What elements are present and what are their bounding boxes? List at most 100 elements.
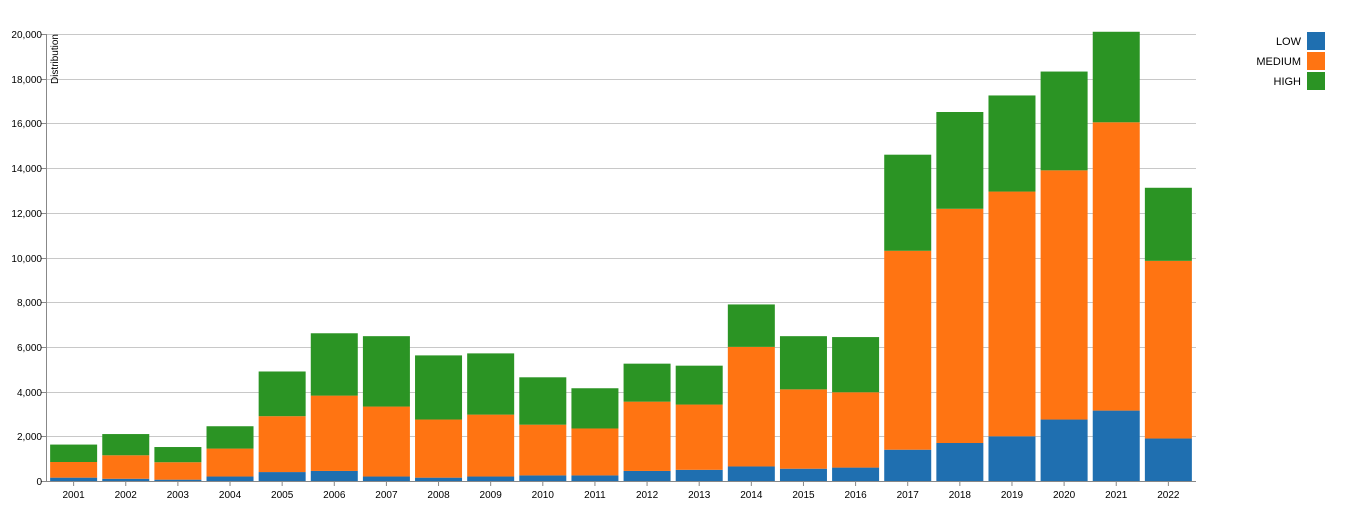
bar-medium-2020 — [1040, 170, 1088, 420]
bar-high-2004 — [206, 426, 254, 449]
x-tick-label: 2012 — [636, 490, 659, 501]
y-tick-label: 2,000 — [17, 432, 42, 443]
y-tick-label: 18,000 — [11, 75, 42, 86]
x-tick-label: 2018 — [949, 490, 972, 501]
x-tick-label: 2009 — [480, 490, 503, 501]
bar-low-2014 — [727, 466, 775, 481]
bar-medium-2011 — [571, 428, 619, 476]
bar-medium-2001 — [50, 462, 98, 478]
bar-high-2021 — [1092, 31, 1140, 123]
bar-medium-2009 — [467, 414, 515, 477]
legend: LOW MEDIUM HIGH — [1256, 32, 1325, 90]
bar-high-2008 — [415, 355, 463, 420]
bar-medium-2002 — [102, 455, 150, 479]
bar-medium-2017 — [884, 250, 932, 450]
legend-label-medium: MEDIUM — [1256, 56, 1301, 68]
legend-label-low: LOW — [1276, 36, 1302, 48]
bar-medium-2012 — [623, 401, 671, 471]
x-tick-label: 2013 — [688, 490, 711, 501]
bar-low-2012 — [623, 470, 671, 481]
bar-high-2019 — [988, 95, 1036, 192]
x-tick-label: 2007 — [375, 490, 398, 501]
bar-high-2001 — [50, 444, 98, 462]
x-tick-label: 2020 — [1053, 490, 1076, 501]
bar-low-2011 — [571, 475, 619, 481]
bar-medium-2014 — [727, 346, 775, 467]
axes: 0 2,000 4,000 6,000 8,000 10,000 12,000 14,000 1… — [11, 30, 1196, 501]
bar-low-2004 — [206, 476, 254, 481]
bar-medium-2008 — [415, 419, 463, 478]
x-tick-label: 2019 — [1001, 490, 1024, 501]
bar-medium-2003 — [154, 462, 202, 480]
bar-high-2002 — [102, 434, 150, 456]
y-tick-label: 4,000 — [17, 388, 42, 399]
bar-high-2014 — [727, 304, 775, 347]
bar-high-2005 — [258, 371, 306, 417]
bar-medium-2010 — [519, 424, 567, 476]
bar-medium-2013 — [675, 404, 723, 470]
bar-medium-2015 — [779, 389, 827, 469]
y-axis-label: Distribution — [50, 34, 61, 84]
y-tick-label: 6,000 — [17, 343, 42, 354]
bar-high-2003 — [154, 447, 202, 463]
bar-high-2012 — [623, 363, 671, 402]
legend-swatch-low — [1307, 32, 1325, 50]
legend-swatch-high — [1307, 72, 1325, 90]
bar-medium-2021 — [1092, 122, 1140, 411]
y-tick-label: 8,000 — [17, 298, 42, 309]
bar-medium-2006 — [310, 395, 358, 471]
bars — [50, 31, 1192, 481]
legend-label-high: HIGH — [1274, 76, 1302, 88]
x-tick-label: 2017 — [897, 490, 920, 501]
bar-low-2022 — [1144, 438, 1192, 481]
bar-low-2002 — [102, 478, 150, 481]
y-tick-label: 10,000 — [11, 254, 42, 265]
bar-high-2017 — [884, 154, 932, 251]
bar-high-2016 — [832, 337, 880, 393]
bar-low-2006 — [310, 470, 358, 481]
x-tick-label: 2011 — [584, 490, 606, 501]
x-tick-label: 2006 — [323, 490, 346, 501]
bar-low-2007 — [362, 476, 410, 481]
bar-high-2011 — [571, 388, 619, 429]
y-tick-label: 12,000 — [11, 209, 42, 220]
bar-low-2020 — [1040, 419, 1088, 481]
bar-high-2015 — [779, 336, 827, 390]
bar-high-2013 — [675, 365, 723, 405]
bar-low-2016 — [832, 467, 880, 481]
bar-low-2021 — [1092, 410, 1140, 481]
bar-high-2006 — [310, 333, 358, 396]
bar-high-2010 — [519, 377, 567, 425]
x-tick-label: 2008 — [427, 490, 450, 501]
bar-medium-2016 — [832, 392, 880, 468]
x-tick-label: 2003 — [167, 490, 190, 501]
x-tick-label: 2004 — [219, 490, 242, 501]
bar-low-2010 — [519, 475, 567, 481]
bar-high-2009 — [467, 353, 515, 415]
bar-medium-2018 — [936, 208, 984, 444]
y-tick-label: 20,000 — [11, 30, 42, 41]
bar-high-2022 — [1144, 187, 1192, 261]
x-tick-label: 2021 — [1105, 490, 1128, 501]
bar-medium-2022 — [1144, 260, 1192, 439]
bar-low-2019 — [988, 436, 1036, 481]
bar-low-2001 — [50, 477, 98, 481]
bar-medium-2019 — [988, 191, 1036, 437]
bar-medium-2007 — [362, 406, 410, 477]
bar-low-2005 — [258, 472, 306, 481]
bar-low-2017 — [884, 449, 932, 481]
x-tick-label: 2016 — [844, 490, 867, 501]
x-tick-label: 2002 — [115, 490, 138, 501]
bar-low-2018 — [936, 443, 984, 481]
bar-low-2003 — [154, 479, 202, 481]
x-tick-label: 2015 — [792, 490, 815, 501]
bar-high-2020 — [1040, 71, 1088, 171]
bar-low-2015 — [779, 468, 827, 481]
legend-swatch-medium — [1307, 52, 1325, 70]
bar-medium-2004 — [206, 448, 254, 477]
bar-medium-2005 — [258, 416, 306, 473]
y-tick-label: 0 — [36, 477, 42, 488]
bar-low-2008 — [415, 477, 463, 481]
